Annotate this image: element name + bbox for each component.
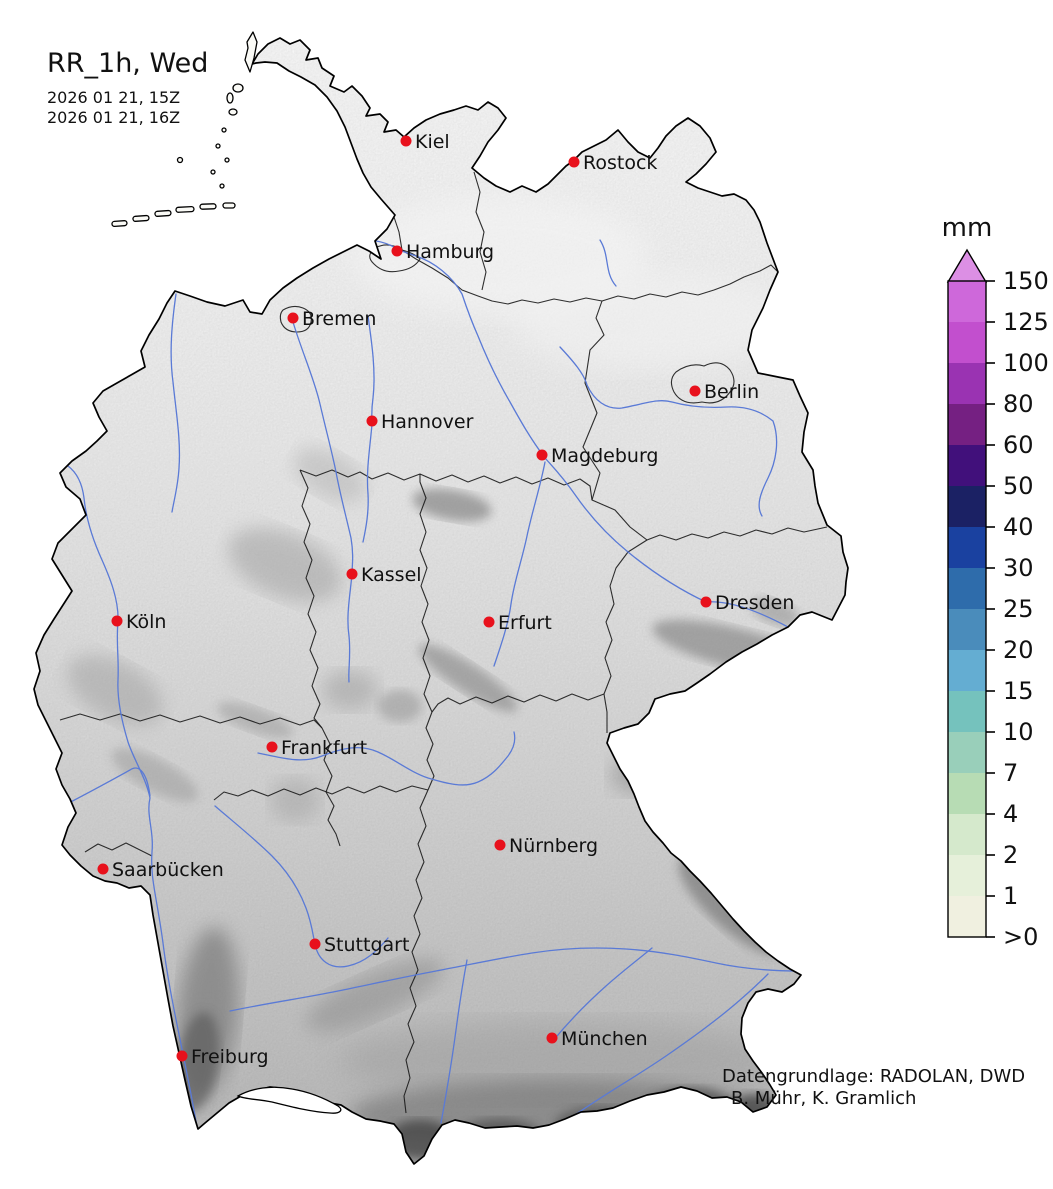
city-label-city-12: Nürnberg: [509, 835, 598, 857]
colorbar-segment: [948, 773, 986, 814]
colorbar-tick-label: 4: [1003, 800, 1018, 828]
city-marker-city-0: [400, 135, 412, 147]
city-label-city-10: Erfurt: [498, 612, 552, 634]
attribution-block: Datengrundlage: RADOLAN, DWD B. Mühr, K.…: [722, 1066, 1025, 1110]
attribution-authors: B. Mühr, K. Gramlich: [731, 1088, 917, 1109]
city-marker-city-5: [366, 415, 378, 427]
colorbar-tick-label: 40: [1003, 513, 1034, 541]
colorbar-tick-label: 1: [1003, 882, 1018, 910]
colorbar-tick-label: >0: [1003, 923, 1038, 951]
city-label-city-14: Stuttgart: [324, 934, 409, 956]
city-marker-city-12: [494, 839, 506, 851]
timestamp-block: 2026 01 21, 15Z 2026 01 21, 16Z: [47, 88, 180, 128]
colorbar-segment: [948, 281, 986, 322]
colorbar-ticks: >0 1 2 4 7 10 15 20 25 30 40 50 60 80 100 125 150: [986, 267, 1049, 951]
rivers-layer: [62, 239, 801, 1128]
city-label-city-7: Kassel: [361, 564, 422, 586]
city-label-city-11: Frankfurt: [281, 737, 367, 759]
colorbar-tick-label: 100: [1003, 349, 1049, 377]
colorbar-tick-label: 20: [1003, 636, 1034, 664]
colorbar-segment: [948, 814, 986, 855]
city-marker-city-9: [111, 615, 123, 627]
city-label-city-5: Hannover: [381, 411, 474, 433]
colorbar-segment: [948, 363, 986, 404]
city-marker-city-15: [546, 1032, 558, 1044]
colorbar-segment: [948, 691, 986, 732]
colorbar-segment: [948, 732, 986, 773]
colorbar-tick-label: 7: [1003, 759, 1018, 787]
islands-layer: [111, 31, 258, 228]
state-borders-layer: [59, 171, 828, 1114]
colorbar-tick-label: 10: [1003, 718, 1034, 746]
city-marker-city-3: [287, 312, 299, 324]
city-marker-city-4: [689, 385, 701, 397]
city-label-city-2: Hamburg: [406, 241, 494, 263]
colorbar-arrow: [946, 248, 988, 283]
city-marker-city-16: [176, 1050, 188, 1062]
colorbar-segment: [948, 896, 986, 937]
colorbar-tick-label: 2: [1003, 841, 1018, 869]
city-marker-city-6: [536, 449, 548, 461]
colorbar-segment: [948, 609, 986, 650]
colorbar: mm >0 1 2 4 7 10 15 20 25 30 40 50 60 80 100 125 150: [942, 213, 1049, 951]
colorbar-segment: [948, 527, 986, 568]
city-label-city-8: Dresden: [715, 592, 794, 614]
city-label-city-3: Bremen: [302, 308, 376, 330]
colorbar-tick-label: 125: [1003, 308, 1049, 336]
city-label-city-13: Saarbücken: [112, 859, 224, 881]
city-marker-city-2: [391, 245, 403, 257]
colorbar-tick-label: 50: [1003, 472, 1034, 500]
colorbar-unit-label: mm: [942, 213, 993, 243]
attribution-source: Datengrundlage: RADOLAN, DWD: [722, 1066, 1026, 1087]
page-title: RR_1h, Wed: [47, 48, 209, 79]
city-label-city-15: München: [561, 1028, 648, 1050]
city-label-city-0: Kiel: [415, 131, 450, 153]
timestamp-end: 2026 01 21, 16Z: [47, 108, 181, 127]
city-label-city-6: Magdeburg: [551, 445, 659, 467]
city-marker-city-13: [97, 863, 109, 875]
colorbar-segment: [948, 650, 986, 691]
colorbar-segment: [948, 322, 986, 363]
city-label-city-16: Freiburg: [191, 1046, 269, 1068]
timestamp-start: 2026 01 21, 15Z: [47, 88, 181, 107]
colorbar-tick-label: 80: [1003, 390, 1034, 418]
colorbar-segment: [948, 568, 986, 609]
colorbar-segment: [948, 486, 986, 527]
cities-layer: Kiel Rostock Hamburg Bremen Berlin Hannover Ma…: [97, 131, 794, 1068]
city-label-city-9: Köln: [126, 611, 166, 633]
colorbar-tick-label: 60: [1003, 431, 1034, 459]
colorbar-tick-label: 30: [1003, 554, 1034, 582]
colorbar-segment: [948, 404, 986, 445]
city-marker-city-10: [483, 616, 495, 628]
city-marker-city-1: [568, 156, 580, 168]
city-label-city-1: Rostock: [583, 152, 657, 174]
city-marker-city-7: [346, 568, 358, 580]
lake-bodensee: [236, 1086, 342, 1114]
city-marker-city-8: [700, 596, 712, 608]
colorbar-tick-label: 150: [1003, 267, 1049, 295]
city-marker-city-14: [309, 938, 321, 950]
city-marker-city-11: [266, 741, 278, 753]
colorbar-segment: [948, 855, 986, 896]
city-label-city-4: Berlin: [704, 381, 759, 403]
colorbar-segment: [948, 445, 986, 486]
colorbar-tick-label: 25: [1003, 595, 1034, 623]
colorbar-tick-label: 15: [1003, 677, 1034, 705]
